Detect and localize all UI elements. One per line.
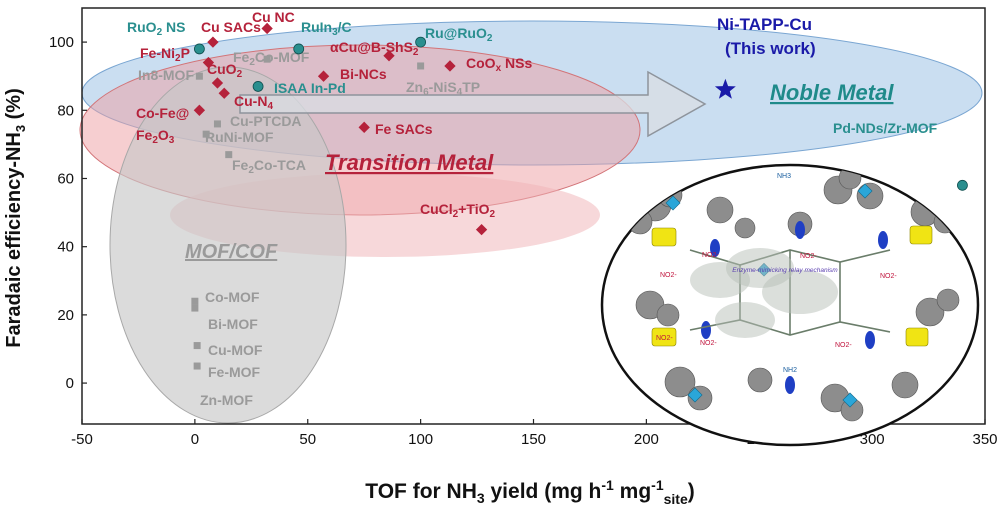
trend-arrow <box>239 70 707 138</box>
mof-cof-label: MOF/COF <box>185 241 278 263</box>
label-cu-sacs: Cu SACs <box>201 19 261 35</box>
label-bi-mof: Bi-MOF <box>208 316 258 332</box>
x-tick-label: -50 <box>71 431 93 448</box>
y-tick-label: 80 <box>57 102 74 119</box>
x-tick-label: 100 <box>408 431 433 448</box>
label-cucl2-tio2: CuCl2+TiO2 <box>420 201 496 220</box>
label-fe-sacs: Fe SACs <box>375 121 433 137</box>
svg-text:NO2-: NO2- <box>702 252 719 259</box>
inset-mechanism-caption: Enzyme-mimicking relay mechanism <box>732 267 838 274</box>
noble-metal-label: Noble Metal <box>770 80 894 105</box>
x-tick-label: 300 <box>860 431 885 448</box>
reaction-zones <box>690 248 838 338</box>
point-cu-ptcda <box>213 120 221 128</box>
label-cu-nc: Cu NC <box>252 9 295 25</box>
point-ni-tapp-cu-this-work <box>714 78 736 99</box>
y-axis-ticks: 0 20 40 60 80 100 <box>49 34 87 392</box>
point-bi-mof <box>191 304 199 312</box>
svg-text:NO2-: NO2- <box>656 335 673 342</box>
label-cu-n4: Cu-N4 <box>234 93 273 112</box>
label-coox-nss: CoOx NSs <box>466 55 532 74</box>
label-co-mof: Co-MOF <box>205 289 260 305</box>
point-in8-mof <box>195 72 203 80</box>
point-labels: RuO2 NS Cu SACs Cu NC RuIn3/C Ru@RuO2 Fe… <box>127 9 938 408</box>
y-tick-label: 20 <box>57 307 74 324</box>
x-axis-title: TOF for NH3 yield (mg h-1 mg-1site) <box>365 477 694 507</box>
pyrrole-nitrogens <box>701 221 888 394</box>
x-tick-label: 50 <box>299 431 316 448</box>
point-cu-mof <box>193 342 201 350</box>
label-ruo2-ns: RuO2 NS <box>127 19 185 38</box>
svg-text:NO2-: NO2- <box>835 342 852 349</box>
svg-text:NO2-: NO2- <box>880 273 897 280</box>
label-co-fe: Co-Fe@ <box>136 105 189 121</box>
label-fe2o3: Fe2O3 <box>136 127 175 146</box>
point-isaa-in-pd <box>252 81 264 92</box>
point-zn6-nis4tp <box>417 62 425 70</box>
label-runi-mof: RuNi-MOF <box>205 129 274 145</box>
point-pd-nds-zr-mof <box>957 179 968 191</box>
svg-text:NO2-: NO2- <box>800 253 817 260</box>
y-tick-label: 100 <box>49 34 74 51</box>
x-tick-label: 150 <box>521 431 546 448</box>
x-tick-label: 0 <box>191 431 199 448</box>
point-fe2co-tca <box>225 151 233 159</box>
label-zn-mof: Zn-MOF <box>200 392 253 408</box>
point-fe2co-mof <box>263 55 271 63</box>
point-ru-ruo2 <box>415 36 427 48</box>
mof-cof-region <box>109 66 347 424</box>
y-axis-title: Faradaic efficiency-NH3 (%) <box>3 88 28 348</box>
label-pd-nds-zr-mof: Pd-NDs/Zr-MOF <box>833 120 938 136</box>
point-cu-b-shs2 <box>383 50 395 62</box>
x-tick-label: 200 <box>634 431 659 448</box>
y-tick-label: 40 <box>57 239 74 256</box>
inset-nh2-label: NH2 <box>783 367 797 374</box>
linker-units <box>651 225 933 347</box>
this-work-label-line1: Ni-TAPP-Cu <box>717 15 812 34</box>
mechanism-inset: NO2- NO2- NO2- NO2- NO2- NO2- NO2- NH3 N… <box>600 163 980 447</box>
point-runi-mof <box>202 130 210 138</box>
y-tick-label: 60 <box>57 170 74 187</box>
label-ru-at-ruo2: Ru@RuO2 <box>425 25 493 44</box>
point-fe-mof <box>193 362 201 370</box>
point-co-mof <box>191 297 199 305</box>
label-ruin3-c: RuIn3/C <box>301 19 352 38</box>
this-work-label-line2: (This work) <box>725 39 816 58</box>
point-ruo2-ns <box>193 43 205 55</box>
label-fe-mof: Fe-MOF <box>208 364 261 380</box>
point-cu-sacs <box>207 36 219 48</box>
label-in8-mof: In8-MOF <box>138 67 194 83</box>
label-acu-b-shs2: αCu@B-ShS2 <box>330 39 419 58</box>
label-cuo2: CuO2 <box>207 61 243 80</box>
inset-nh3-label: NH3 <box>777 173 791 180</box>
label-cu-ptcda: Cu-PTCDA <box>230 113 302 129</box>
label-bi-ncs: Bi-NCs <box>340 66 387 82</box>
transition-metal-label: Transition Metal <box>325 150 494 175</box>
label-isaa-in-pd: ISAA In-Pd <box>274 80 346 96</box>
point-cucl2-tio2 <box>475 223 488 236</box>
svg-text:NO2-: NO2- <box>660 272 677 279</box>
label-cu-mof: Cu-MOF <box>208 342 263 358</box>
point-ruin3-c <box>293 43 305 55</box>
y-tick-label: 0 <box>66 375 74 392</box>
x-tick-label: 350 <box>972 431 997 448</box>
svg-text:NO2-: NO2- <box>700 340 717 347</box>
inset-species: NO2- NO2- NO2- NO2- NO2- NO2- NO2- <box>656 252 897 349</box>
